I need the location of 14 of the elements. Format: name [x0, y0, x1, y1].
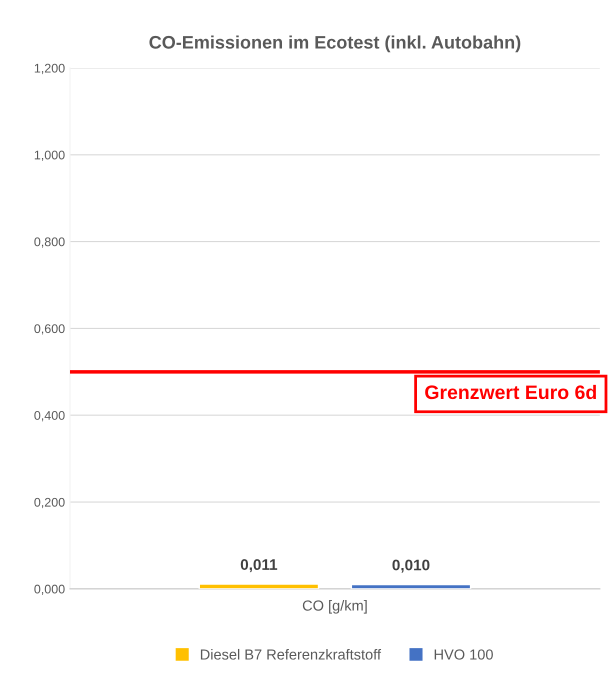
legend-label: HVO 100 [434, 649, 493, 660]
data-label: 0,010 [392, 560, 430, 573]
y-tick-label: 0,600 [34, 324, 65, 335]
x-tick-label: CO [g/km] [302, 600, 367, 614]
y-tick-label: 0,800 [34, 237, 65, 248]
data-label: 0,011 [240, 559, 278, 572]
y-tick-label: 0,400 [34, 411, 65, 422]
chart-title: CO-Emissionen im Ecotest (inkl. Autobahn) [149, 35, 520, 52]
y-tick-label: 0,200 [34, 498, 65, 508]
y-tick-label: 1,200 [34, 64, 65, 74]
ref-line-label: Grenzwert Euro 6d [425, 384, 596, 400]
y-tick-label: 1,000 [34, 150, 65, 161]
legend-label: Diesel B7 Referenzkraftstoff [200, 648, 382, 660]
y-tick-label: 0,000 [34, 584, 65, 596]
